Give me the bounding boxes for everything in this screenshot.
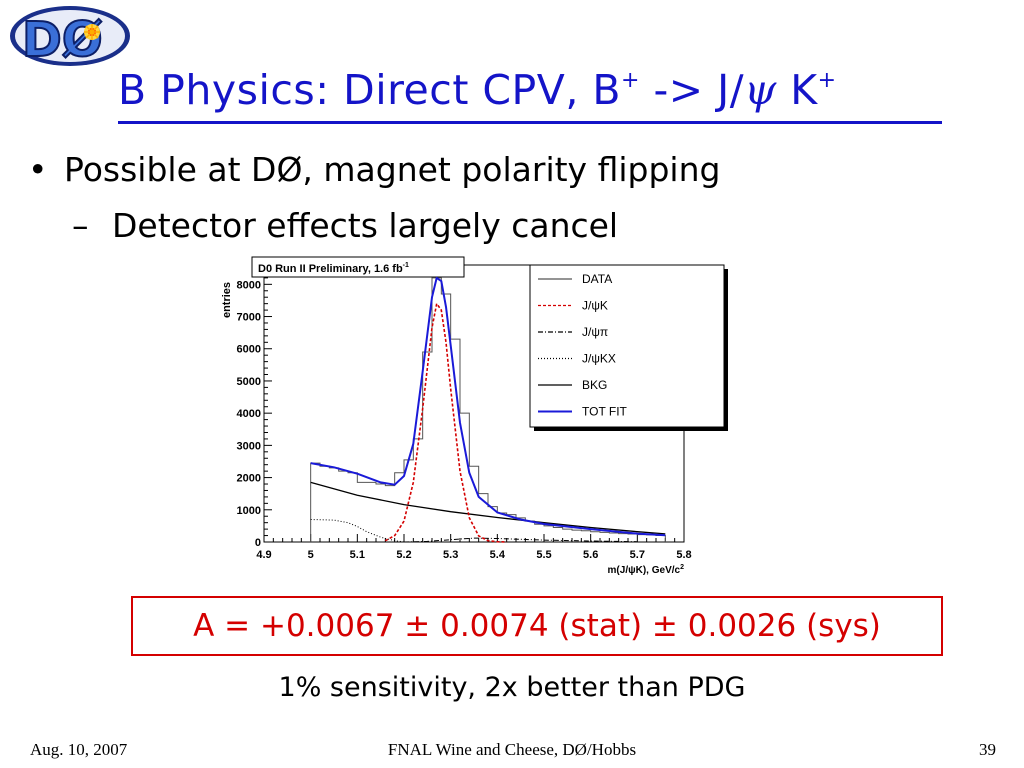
legend-label: J/ψKX: [582, 352, 616, 366]
x-tick-label: 5: [308, 549, 314, 561]
x-tick-label: 5.1: [350, 549, 365, 561]
signal-pion-line: [403, 537, 638, 543]
legend-label: BKG: [582, 378, 607, 392]
x-tick-label: 5.8: [676, 549, 691, 561]
y-tick-label: 0: [255, 537, 261, 549]
x-tick-label: 5.7: [630, 549, 645, 561]
x-tick-label: 5.2: [396, 549, 411, 561]
sub-bullet-point: – Detector effects largely cancel: [72, 206, 618, 245]
title-psi-symbol: ψ: [744, 66, 777, 114]
y-tick-label: 2000: [237, 473, 261, 485]
svg-text:DØ: DØ: [22, 12, 103, 68]
legend-label: TOT FIT: [582, 405, 628, 419]
background-line: [310, 481, 666, 535]
total-fit-line: [310, 276, 666, 537]
x-axis-label: m(J/ψK), GeV/c2: [608, 564, 685, 576]
mass-distribution-chart: 4.9 5 5.1 5.2 5.3 5.4 5.5 5.6 5.7 5.8 0 1000 2000 300…: [221, 256, 728, 576]
title-underline: [118, 121, 942, 124]
sub-bullet-text: Detector effects largely cancel: [112, 206, 619, 245]
chart-title: D0 Run II Preliminary, 1.6 fb-1: [258, 262, 409, 275]
asymmetry-result-box: A = +0.0067 ± 0.0074 (stat) ± 0.0026 (sy…: [131, 596, 943, 656]
legend-label: DATA: [582, 272, 612, 286]
bullet-point: • Possible at DØ, magnet polarity flippin…: [28, 150, 720, 189]
x-tick-label: 5.5: [536, 549, 551, 561]
bullet-text: Possible at DØ, magnet polarity flipping: [64, 150, 721, 189]
sub-bullet-marker: –: [72, 206, 89, 245]
y-tick-label: 8000: [237, 279, 261, 291]
x-tick-label: 5.6: [583, 549, 598, 561]
x-tick-label: 5.4: [490, 549, 506, 561]
data-histogram: [310, 277, 666, 542]
y-tick-label: 6000: [237, 344, 261, 356]
y-axis-label: entries: [221, 282, 233, 318]
footer-page-number: 39: [979, 740, 996, 759]
x-axis-label-text: m(J/ψK), GeV/c: [608, 565, 681, 576]
bullet-marker: •: [28, 150, 48, 189]
y-tick-label: 5000: [237, 376, 261, 388]
legend-label: J/ψK: [582, 299, 608, 313]
y-tick-label: 4000: [237, 408, 261, 420]
d0-logo: DØ: [10, 6, 130, 68]
x-tick-label: 4.9: [256, 549, 271, 561]
title-superscript-plus-2: +: [817, 68, 837, 94]
title-arrow: -> J/: [639, 66, 745, 114]
y-tick-label: 3000: [237, 440, 261, 452]
title-kaon: K: [776, 66, 818, 114]
x-axis-label-superscript: 2: [680, 564, 684, 571]
asymmetry-result: A = +0.0067 ± 0.0074 (stat) ± 0.0026 (sy…: [193, 608, 881, 644]
title-superscript-plus: +: [621, 68, 640, 94]
sensitivity-note: 1% sensitivity, 2x better than PDG: [278, 672, 746, 703]
y-tick-label: 7000: [237, 312, 261, 324]
slide-title: B Physics: Direct CPV, B+ -> J/ψ K+: [118, 66, 837, 114]
chart-title-box: [251, 256, 465, 278]
legend-box: [529, 264, 725, 428]
y-tick-label: 1000: [237, 505, 261, 517]
footer-date: Aug. 10, 2007: [30, 740, 128, 759]
chart-title-superscript: -1: [403, 262, 409, 269]
title-main: B Physics: Direct CPV, B: [118, 66, 622, 114]
signal-kaon-line: [384, 302, 507, 543]
footer-event: FNAL Wine and Cheese, DØ/Hobbs: [387, 740, 637, 759]
chart-title-text: D0 Run II Preliminary, 1.6 fb: [258, 263, 403, 275]
legend-label: J/ψπ: [582, 325, 608, 339]
x-tick-label: 5.3: [443, 549, 458, 561]
